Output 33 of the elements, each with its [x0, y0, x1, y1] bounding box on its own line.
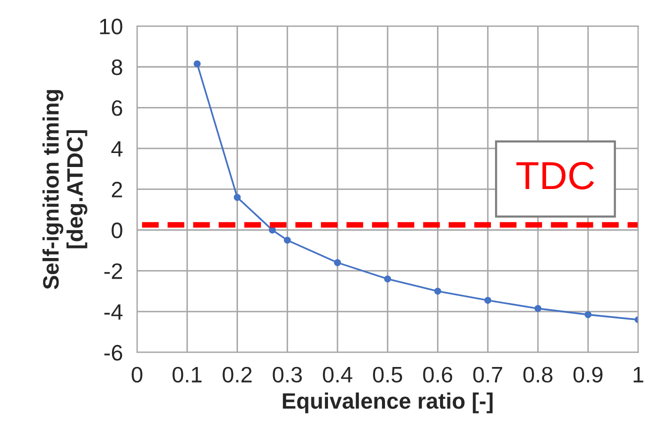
x-tick-label: 0.6: [423, 366, 452, 383]
point: [434, 288, 442, 295]
y-tick-label: 10: [100, 18, 122, 34]
x-tick-label: 0.8: [523, 366, 552, 383]
x-tick-label: 0.4: [322, 366, 352, 383]
point: [534, 305, 542, 312]
point: [194, 60, 201, 68]
y-tick-label: 6: [112, 100, 122, 116]
point: [234, 194, 241, 201]
x-tick-label: 0: [132, 366, 142, 383]
ref-line-label: TDC: [516, 162, 594, 190]
y-tick-label: -4: [104, 304, 122, 320]
y-tick-label: 8: [112, 59, 122, 76]
y-tick-label: -6: [104, 344, 122, 361]
point: [384, 275, 392, 282]
x-axis-title: Equivalence ratio [-]: [282, 392, 493, 414]
x-tick-label: 0.1: [172, 366, 202, 383]
point: [284, 236, 291, 244]
x-tick-label: 0.9: [573, 366, 602, 383]
x-tick-label: 1: [634, 367, 644, 382]
point: [484, 296, 492, 304]
point: [268, 226, 276, 234]
point: [584, 311, 592, 318]
y-tick-label: -2: [104, 263, 122, 279]
x-tick-label: 0.2: [222, 366, 252, 383]
x-tick-label: 0.5: [373, 366, 402, 383]
y-tick-label: 2: [112, 182, 122, 198]
x-tick-label: 0.7: [473, 366, 502, 383]
y-tick-label: 0: [112, 222, 122, 238]
point: [334, 259, 341, 266]
x-tick-label: 0.3: [272, 366, 302, 383]
y-axis-title: Self-ignition timing [deg.ATDC]: [42, 90, 88, 290]
y-tick-label: 4: [111, 141, 122, 156]
